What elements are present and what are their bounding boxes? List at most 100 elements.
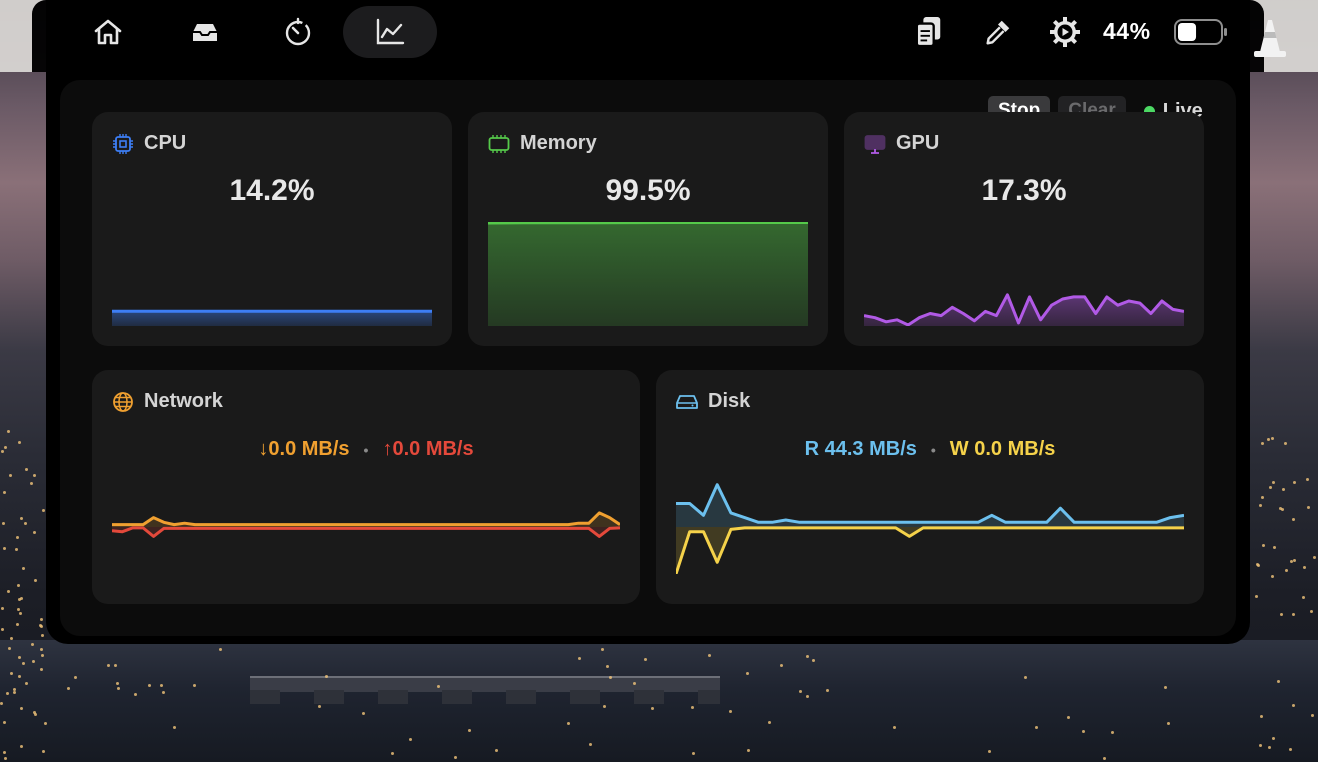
city-light [1302,565,1306,569]
nav-timer-button[interactable] [251,6,345,58]
battery-icon [1174,19,1227,45]
city-light [34,578,38,582]
memory-chart [488,222,808,326]
city-light [1267,438,1271,442]
cpu-series-area [112,311,432,326]
memory-value: 99.5% [605,174,691,207]
city-light [2,522,6,526]
cpu-card-header: CPU [112,132,186,155]
city-light [41,634,45,638]
city-light [1293,480,1297,484]
city-light [2,547,6,551]
city-light [24,522,28,526]
city-light [9,474,13,478]
network-card-header: Network [112,390,223,413]
disk-card: Disk R 44.3 MB/s • W 0.0 MB/s [656,370,1204,604]
city-light [7,430,11,434]
top-bar: 44% [46,0,1250,64]
city-light [1289,560,1293,564]
memory-title: Memory [520,132,597,154]
network-upload-rate: ↑0.0 MB/s [382,438,474,460]
battery-percentage: 44% [1103,18,1151,44]
home-icon [94,19,122,45]
city-light [15,535,19,539]
city-light [1255,563,1259,567]
city-light [4,445,8,449]
city-light [1280,612,1284,616]
network-download-rate: ↓0.0 MB/s [258,438,350,460]
city-light [0,607,4,611]
city-light [1,628,5,632]
city-light [19,597,23,601]
city-light [21,566,25,570]
city-light [1271,480,1275,484]
gpu-title: GPU [896,132,940,154]
city-light [1268,486,1272,490]
battery-indicator [1174,19,1228,45]
city-light [1312,556,1316,560]
city-light [1310,609,1314,613]
disk-drive-icon [676,394,698,409]
city-light [1283,441,1287,445]
disk-rates: R 44.3 MB/s • W 0.0 MB/s [656,438,1204,461]
city-light [16,584,20,588]
city-light [1293,559,1297,563]
city-light [1,449,5,453]
cpu-chart [112,309,432,326]
city-light [19,517,23,521]
color-picker-button[interactable] [981,14,1015,50]
network-rates: ↓0.0 MB/s • ↑0.0 MB/s [92,438,640,461]
nav-stats-button[interactable] [343,6,437,58]
disk-chart [676,483,1184,574]
city-light [25,468,29,472]
settings-button[interactable] [1048,14,1082,50]
disk-series-area-1 [676,527,1184,574]
gpu-monitor-icon [864,134,886,154]
network-title: Network [144,390,223,412]
live-dot-icon [1143,105,1155,117]
memory-series-area [488,222,808,326]
memory-card-header: Memory [488,132,597,155]
disk-card-header: Disk [676,390,750,413]
city-light [1292,518,1296,522]
gpu-chart [864,293,1184,326]
city-light [1261,543,1265,547]
cpu-card: CPU 14.2% [92,112,452,346]
disk-separator: • [930,441,936,458]
city-light [33,530,37,534]
nav-home-button[interactable] [61,6,155,58]
disk-title: Disk [708,390,751,412]
gpu-card-header: GPU [864,132,939,155]
clipboard-button[interactable] [912,14,946,50]
city-light [16,623,20,627]
left-window-edge [0,0,46,72]
city-light [1279,506,1283,510]
city-light [1301,595,1305,599]
city-light [41,508,45,512]
city-light [1261,442,1265,446]
city-light [1284,569,1288,573]
clipboard-icon [915,17,941,48]
city-light [18,611,22,615]
memory-card: Memory 99.5% [468,112,828,346]
globe-icon [113,391,133,412]
cpu-value: 14.2% [229,174,315,207]
city-light [40,617,44,621]
vlc-cone-icon [1252,16,1288,58]
cpu-title: CPU [144,132,187,154]
city-light [1256,563,1260,567]
city-light [39,623,43,627]
city-light [1273,545,1277,549]
city-light [1271,574,1275,578]
disk-series-line-1 [676,526,1184,574]
gpu-value: 17.3% [981,174,1067,207]
network-series-line-1 [112,526,620,538]
nav-inbox-button[interactable] [158,6,252,58]
city-light [33,473,37,477]
city-light [1305,478,1309,482]
background-bridge-arches [250,690,720,704]
disk-series-area-0 [676,484,1184,527]
network-separator: • [363,441,369,458]
city-light [17,440,21,444]
city-light [1307,505,1311,509]
